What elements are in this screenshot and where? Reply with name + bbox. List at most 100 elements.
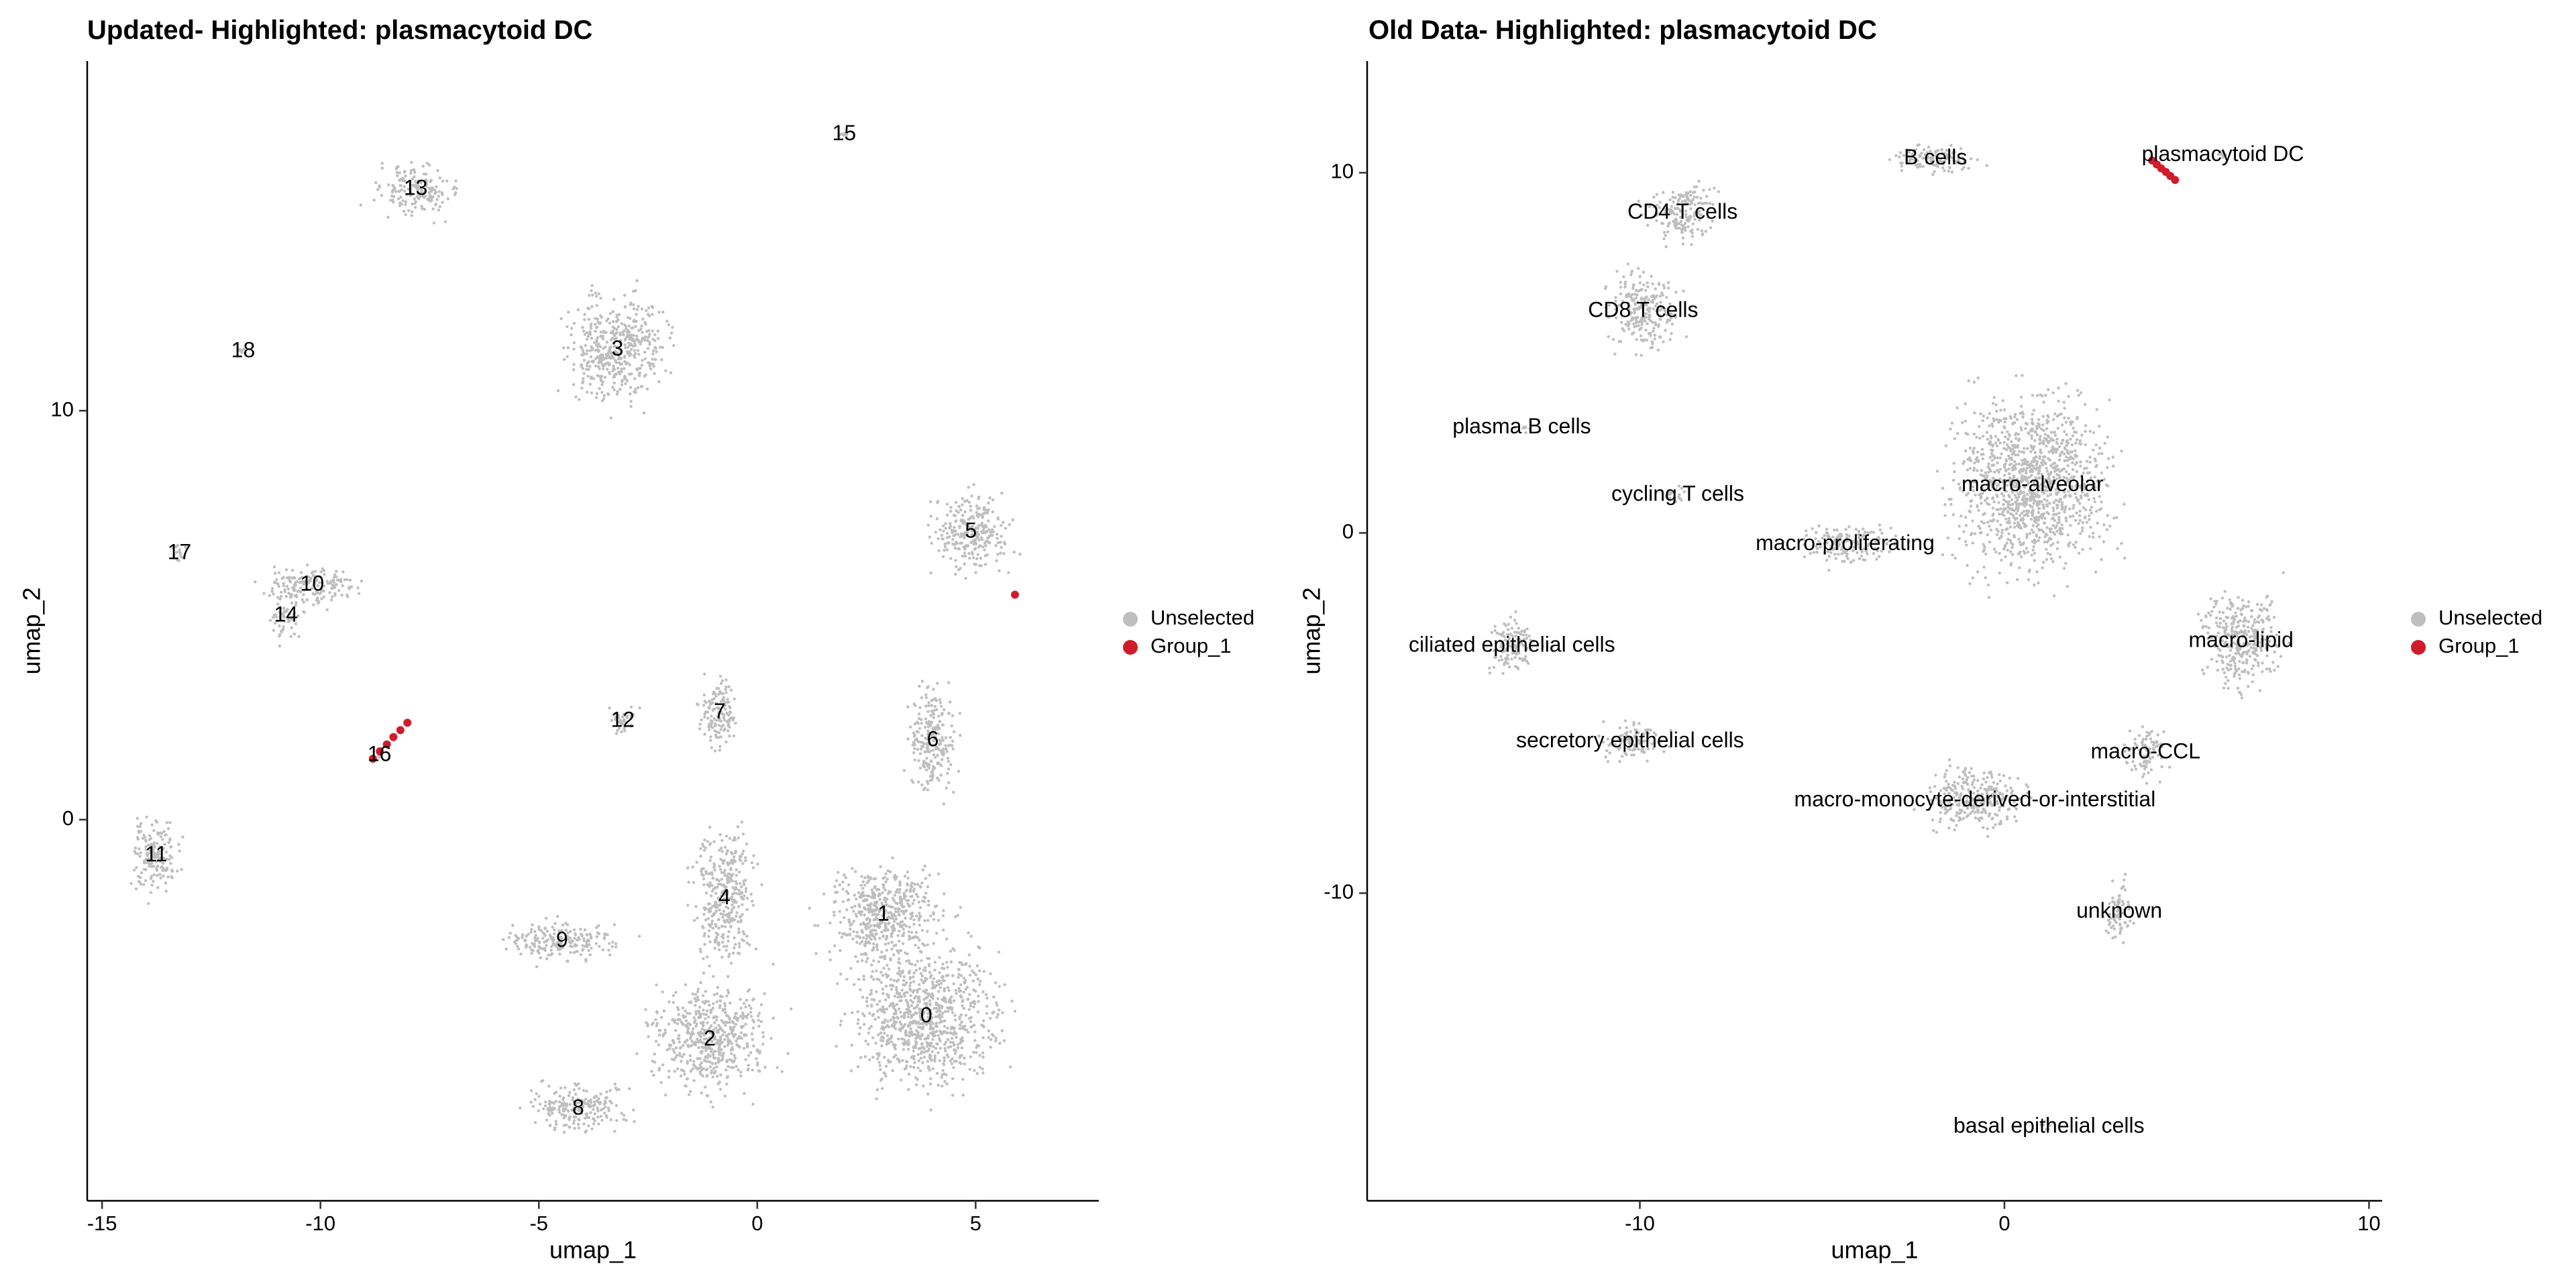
- background-cell: [590, 391, 594, 394]
- background-cell: [922, 1055, 926, 1059]
- background-cell: [728, 913, 731, 917]
- background-cell: [975, 530, 979, 533]
- background-cell: [1681, 236, 1685, 239]
- background-cell: [959, 994, 963, 998]
- background-cell: [682, 1044, 685, 1047]
- background-cell: [700, 1045, 704, 1049]
- background-cell: [594, 396, 598, 399]
- background-cell: [938, 698, 942, 702]
- background-cell: [862, 953, 866, 956]
- background-cell: [902, 928, 905, 931]
- background-cell: [596, 335, 600, 339]
- background-cell: [963, 500, 967, 503]
- background-cell: [941, 1084, 944, 1088]
- background-cell: [967, 1030, 970, 1034]
- background-cell: [1664, 245, 1668, 248]
- background-cell: [885, 917, 889, 920]
- background-cell: [907, 1088, 910, 1091]
- background-cell: [706, 1021, 709, 1024]
- background-cell: [612, 923, 616, 926]
- background-cell: [672, 1001, 676, 1004]
- background-cell: [908, 975, 912, 979]
- background-cell: [718, 1080, 721, 1084]
- background-cell: [580, 353, 584, 357]
- background-cell: [521, 933, 525, 936]
- background-cell: [879, 865, 882, 869]
- background-cell: [615, 1119, 619, 1122]
- background-cell: [519, 1106, 522, 1110]
- background-cell: [1011, 518, 1014, 522]
- background-cell: [909, 895, 912, 898]
- background-cell: [176, 869, 179, 873]
- background-cell: [951, 974, 955, 977]
- background-cell: [744, 887, 748, 890]
- background-cell: [727, 906, 730, 910]
- background-cell: [751, 900, 754, 903]
- background-cell: [900, 902, 903, 906]
- background-cell: [955, 1036, 958, 1039]
- background-cell: [604, 345, 607, 349]
- background-cell: [729, 1052, 733, 1055]
- background-cell: [978, 564, 981, 568]
- background-cell: [869, 924, 873, 928]
- background-cell: [896, 1016, 899, 1019]
- background-cell: [883, 904, 886, 907]
- background-cell: [922, 980, 925, 983]
- background-cell: [890, 935, 894, 938]
- background-cell: [887, 922, 890, 926]
- background-cell: [169, 862, 172, 865]
- background-cell: [731, 718, 735, 722]
- background-cell: [951, 1077, 955, 1081]
- background-cell: [402, 209, 406, 213]
- background-cell: [883, 1055, 886, 1059]
- background-cell: [840, 935, 844, 939]
- background-cell: [936, 753, 939, 757]
- background-cell: [883, 1018, 887, 1022]
- background-cell: [288, 580, 292, 584]
- background-cell: [912, 731, 916, 735]
- background-cell: [525, 943, 528, 947]
- background-cell: [708, 1065, 712, 1069]
- background-cell: [910, 914, 914, 918]
- background-cell: [953, 514, 957, 517]
- background-cell: [703, 1002, 707, 1005]
- background-cell: [983, 508, 987, 511]
- background-cell: [733, 1054, 736, 1057]
- background-cell: [930, 1020, 933, 1023]
- background-cell: [674, 1046, 678, 1050]
- background-cell: [972, 483, 975, 486]
- background-cell: [1682, 289, 1685, 292]
- background-cell: [971, 979, 975, 983]
- background-cell: [718, 865, 721, 868]
- background-cell: [856, 1010, 860, 1014]
- background-cell: [936, 997, 940, 1001]
- background-cell: [860, 875, 863, 878]
- background-cell: [270, 590, 274, 593]
- background-cell: [689, 1069, 693, 1073]
- background-cell: [974, 542, 978, 546]
- background-cell: [708, 964, 711, 968]
- background-cell: [673, 1020, 677, 1024]
- background-cell: [949, 1031, 952, 1034]
- background-cell: [580, 932, 583, 936]
- background-cell: [722, 1002, 727, 1006]
- background-cell: [587, 360, 590, 364]
- background-cell: [922, 765, 926, 769]
- background-cell: [975, 1072, 979, 1075]
- background-cell: [703, 733, 706, 736]
- background-cell: [928, 1082, 932, 1086]
- background-cell: [715, 1030, 719, 1034]
- background-cell: [621, 378, 625, 382]
- background-cell: [958, 1061, 962, 1065]
- background-cell: [712, 862, 716, 865]
- background-cell: [959, 1013, 963, 1017]
- background-cell: [941, 1012, 945, 1015]
- background-cell: [581, 367, 585, 370]
- background-cell: [590, 305, 594, 309]
- background-cell: [884, 880, 888, 883]
- background-cell: [904, 1067, 908, 1070]
- background-cell: [918, 923, 922, 927]
- background-cell: [900, 1078, 903, 1082]
- background-cell: [718, 849, 721, 852]
- background-cell: [920, 722, 924, 725]
